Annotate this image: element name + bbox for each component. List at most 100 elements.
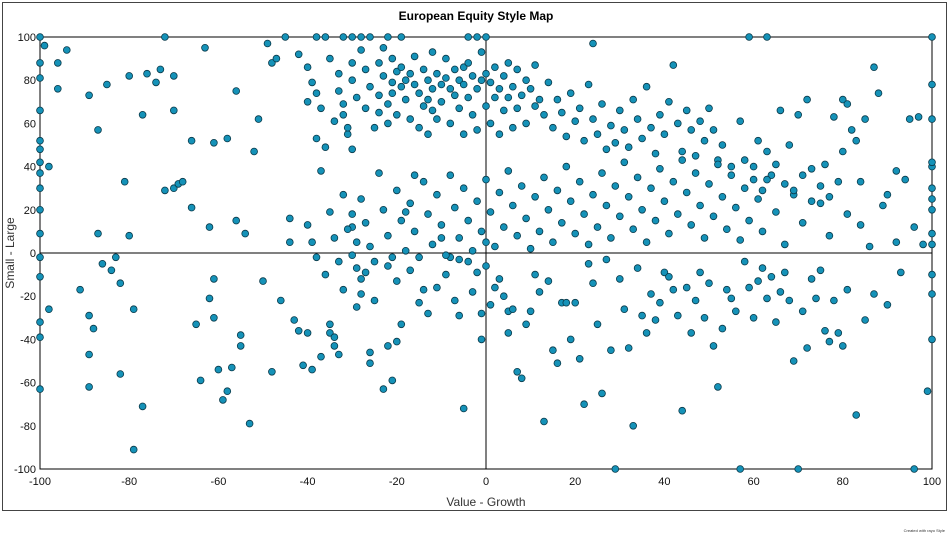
data-point (575, 354, 584, 363)
data-point (384, 342, 392, 350)
data-point (531, 270, 539, 279)
data-point (504, 59, 513, 67)
data-point (513, 65, 521, 74)
y-tick-labels: -100 -80 -60 -40 -20 0 20 40 60 80 100 (14, 32, 36, 476)
data-point (816, 266, 825, 275)
data-point (459, 80, 468, 89)
data-point (620, 158, 629, 167)
data-point (268, 367, 276, 376)
data-point (442, 74, 450, 82)
data-point (138, 402, 147, 411)
data-point (36, 74, 44, 82)
data-point (602, 145, 611, 154)
data-point (352, 303, 361, 311)
data-point (696, 201, 704, 210)
data-point (210, 139, 218, 147)
data-point (330, 342, 339, 350)
data-point (838, 95, 847, 104)
data-point (236, 331, 245, 339)
data-point (665, 272, 673, 281)
data-point (437, 98, 446, 106)
data-point (589, 190, 597, 199)
data-point (673, 119, 682, 128)
y-tick-label: 20 (24, 205, 36, 217)
data-point (665, 229, 673, 238)
data-point (580, 136, 588, 145)
data-point (468, 247, 477, 255)
x-axis-title: Value - Growth (446, 495, 525, 509)
data-point (357, 195, 365, 203)
data-point (379, 385, 388, 393)
data-point (566, 197, 575, 206)
data-point (428, 85, 437, 93)
data-point (482, 238, 490, 247)
data-point (392, 67, 401, 76)
data-point (85, 91, 93, 100)
data-point (928, 290, 936, 298)
y-tick-label: 60 (24, 118, 36, 130)
data-point (459, 130, 468, 139)
data-point (508, 123, 517, 132)
data-point (571, 229, 579, 238)
data-point (424, 95, 432, 104)
data-point (928, 80, 936, 89)
data-point (464, 93, 473, 102)
data-point (642, 82, 651, 91)
data-point (308, 365, 316, 374)
data-point (870, 63, 878, 71)
data-point (419, 285, 428, 294)
data-point (776, 288, 785, 296)
data-point (696, 268, 704, 277)
data-point (410, 80, 419, 89)
data-point (232, 216, 241, 225)
data-point (397, 320, 406, 329)
data-point (317, 352, 325, 361)
data-point (491, 242, 499, 251)
data-point (803, 344, 811, 352)
data-point (763, 175, 771, 184)
data-point (419, 65, 428, 74)
data-point (499, 72, 508, 80)
data-point (798, 171, 807, 180)
data-point (415, 298, 423, 307)
x-tick-label: 80 (837, 476, 849, 488)
data-point (780, 180, 789, 188)
x-tick-label: 20 (569, 476, 581, 488)
data-point (303, 329, 312, 337)
data-point (366, 242, 374, 251)
data-point (896, 268, 905, 277)
data-point (36, 333, 44, 342)
data-point (53, 59, 62, 67)
data-point (736, 465, 744, 473)
data-point (263, 39, 272, 48)
data-point (330, 333, 339, 342)
data-point (424, 130, 432, 139)
data-point (375, 91, 383, 100)
data-point (776, 106, 785, 115)
data-point (633, 173, 642, 182)
data-point (508, 82, 517, 91)
data-point (36, 169, 44, 177)
data-point (763, 147, 771, 156)
data-point (482, 262, 490, 270)
data-point (433, 190, 441, 199)
data-point (615, 106, 624, 115)
data-point (424, 210, 432, 218)
y-axis-title: Small - Large (3, 217, 17, 289)
data-point (740, 184, 749, 193)
data-point (638, 134, 646, 143)
data-point (370, 257, 379, 266)
data-point (352, 93, 361, 102)
data-point (611, 139, 620, 147)
data-point (602, 201, 611, 210)
data-point (223, 387, 232, 396)
data-point (491, 283, 499, 292)
data-point (290, 316, 299, 324)
data-point (495, 275, 504, 283)
data-point (272, 54, 281, 63)
data-point (749, 162, 758, 171)
data-point (156, 65, 165, 74)
y-tick-label: -40 (20, 334, 36, 346)
x-tick-labels: -100 -80 -60 -40 -20 0 20 40 60 80 100 (29, 476, 941, 488)
data-point (486, 78, 495, 87)
